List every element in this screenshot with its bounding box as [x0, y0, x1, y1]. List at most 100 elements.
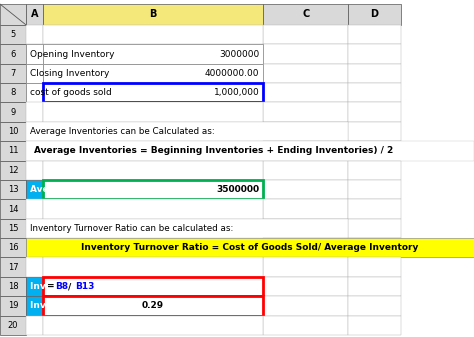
Text: 0.29: 0.29: [142, 301, 164, 310]
FancyBboxPatch shape: [0, 238, 26, 257]
Text: C: C: [302, 9, 310, 20]
FancyBboxPatch shape: [348, 238, 401, 257]
FancyBboxPatch shape: [348, 257, 401, 277]
FancyBboxPatch shape: [0, 44, 26, 64]
FancyBboxPatch shape: [43, 161, 263, 180]
Text: Average Inventories = Beginning Inventories + Ending Inventories) / 2: Average Inventories = Beginning Inventor…: [34, 146, 393, 155]
FancyBboxPatch shape: [0, 141, 26, 161]
FancyBboxPatch shape: [0, 316, 26, 335]
FancyBboxPatch shape: [348, 25, 401, 44]
FancyBboxPatch shape: [348, 141, 401, 161]
FancyBboxPatch shape: [26, 4, 43, 25]
FancyBboxPatch shape: [0, 180, 26, 200]
FancyBboxPatch shape: [26, 296, 43, 316]
Text: Opening Inventory: Opening Inventory: [30, 50, 114, 59]
Text: Average Inventories: Average Inventories: [30, 185, 133, 194]
Text: Inventory Turnover Ratio = Cost of Goods Sold/ Average Inventory: Inventory Turnover Ratio = Cost of Goods…: [82, 243, 419, 252]
FancyBboxPatch shape: [43, 257, 263, 277]
FancyBboxPatch shape: [43, 277, 263, 296]
FancyBboxPatch shape: [348, 44, 401, 64]
FancyBboxPatch shape: [43, 296, 263, 316]
FancyBboxPatch shape: [263, 200, 348, 219]
FancyBboxPatch shape: [348, 83, 401, 102]
FancyBboxPatch shape: [348, 296, 401, 316]
FancyBboxPatch shape: [26, 25, 43, 44]
FancyBboxPatch shape: [263, 277, 348, 296]
FancyBboxPatch shape: [26, 64, 43, 83]
FancyBboxPatch shape: [43, 102, 263, 122]
FancyBboxPatch shape: [26, 122, 348, 141]
FancyBboxPatch shape: [0, 257, 26, 277]
FancyBboxPatch shape: [348, 64, 401, 83]
FancyBboxPatch shape: [0, 161, 26, 180]
FancyBboxPatch shape: [263, 64, 348, 83]
FancyBboxPatch shape: [0, 122, 26, 141]
FancyBboxPatch shape: [0, 83, 26, 102]
FancyBboxPatch shape: [26, 200, 43, 219]
FancyBboxPatch shape: [263, 4, 348, 25]
Text: 4000000.00: 4000000.00: [205, 69, 259, 78]
Text: 7: 7: [10, 69, 16, 78]
FancyBboxPatch shape: [348, 161, 401, 180]
FancyBboxPatch shape: [263, 257, 348, 277]
FancyBboxPatch shape: [348, 102, 401, 122]
Text: D: D: [371, 9, 378, 20]
Text: 3500000: 3500000: [216, 185, 259, 194]
FancyBboxPatch shape: [348, 122, 401, 141]
Text: 13: 13: [8, 185, 18, 194]
FancyBboxPatch shape: [26, 102, 43, 122]
Text: Average Inventories can be Calculated as:: Average Inventories can be Calculated as…: [30, 127, 215, 136]
Text: 6: 6: [10, 50, 16, 59]
FancyBboxPatch shape: [43, 180, 263, 200]
FancyBboxPatch shape: [348, 180, 401, 200]
FancyBboxPatch shape: [43, 4, 263, 25]
FancyBboxPatch shape: [263, 296, 348, 316]
Text: 20: 20: [8, 321, 18, 330]
Text: 8: 8: [10, 88, 16, 97]
Text: 14: 14: [8, 205, 18, 214]
FancyBboxPatch shape: [263, 180, 348, 200]
FancyBboxPatch shape: [348, 316, 401, 335]
FancyBboxPatch shape: [26, 257, 43, 277]
Text: cost of goods sold: cost of goods sold: [30, 88, 111, 97]
FancyBboxPatch shape: [0, 219, 26, 238]
Text: 1,000,000: 1,000,000: [213, 88, 259, 97]
FancyBboxPatch shape: [0, 4, 26, 25]
Text: B8: B8: [55, 282, 68, 291]
Text: Inventory Turnover Ratio: Inventory Turnover Ratio: [30, 301, 157, 310]
FancyBboxPatch shape: [263, 141, 348, 161]
FancyBboxPatch shape: [43, 200, 263, 219]
FancyBboxPatch shape: [43, 44, 263, 64]
FancyBboxPatch shape: [26, 141, 474, 161]
Text: 12: 12: [8, 166, 18, 175]
FancyBboxPatch shape: [348, 200, 401, 219]
FancyBboxPatch shape: [263, 83, 348, 102]
Text: 15: 15: [8, 224, 18, 233]
FancyBboxPatch shape: [43, 316, 263, 335]
Text: 16: 16: [8, 243, 18, 252]
Text: 11: 11: [8, 146, 18, 155]
Text: 9: 9: [10, 108, 16, 117]
Text: Inventory Turnover Ratio can be calculated as:: Inventory Turnover Ratio can be calculat…: [30, 224, 233, 233]
FancyBboxPatch shape: [26, 83, 43, 102]
Text: 3000000: 3000000: [219, 50, 259, 59]
FancyBboxPatch shape: [263, 44, 348, 64]
Text: 18: 18: [8, 282, 18, 291]
FancyBboxPatch shape: [0, 296, 26, 316]
FancyBboxPatch shape: [0, 200, 26, 219]
FancyBboxPatch shape: [348, 219, 401, 238]
Text: B: B: [149, 9, 156, 20]
FancyBboxPatch shape: [263, 238, 348, 257]
Text: B13: B13: [75, 282, 94, 291]
FancyBboxPatch shape: [0, 64, 26, 83]
FancyBboxPatch shape: [348, 4, 401, 25]
FancyBboxPatch shape: [26, 44, 43, 64]
FancyBboxPatch shape: [0, 25, 26, 44]
Text: 5: 5: [10, 30, 16, 39]
Text: =: =: [47, 282, 55, 291]
Text: /: /: [68, 282, 72, 291]
Text: Inventory Turnover Ratio Formula: Inventory Turnover Ratio Formula: [30, 282, 202, 291]
FancyBboxPatch shape: [263, 25, 348, 44]
FancyBboxPatch shape: [263, 161, 348, 180]
Text: A: A: [31, 9, 38, 20]
